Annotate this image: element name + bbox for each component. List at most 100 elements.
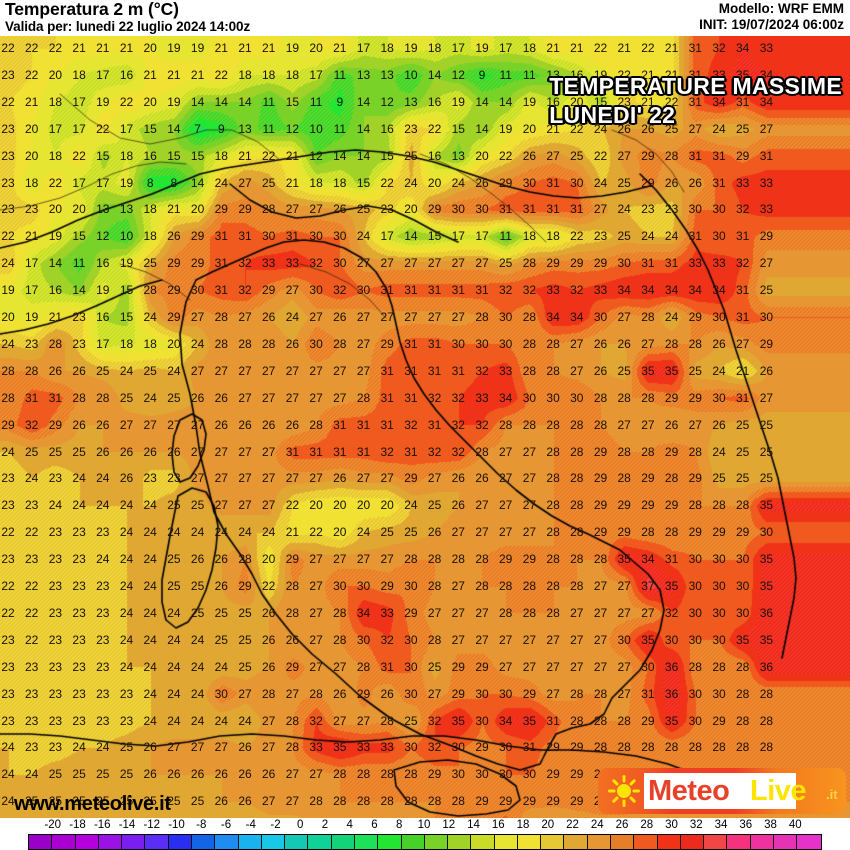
grid-value: 30 bbox=[451, 336, 465, 351]
grid-value: 17 bbox=[451, 41, 465, 55]
grid-value: 25 bbox=[96, 363, 110, 378]
grid-value: 20 bbox=[404, 202, 418, 217]
grid-value: 31 bbox=[380, 363, 394, 378]
grid-value: 22 bbox=[570, 121, 584, 136]
grid-value: 19 bbox=[119, 175, 134, 190]
header-bar: Temperatura 2 m (°C) Valida per: lunedi … bbox=[0, 0, 850, 36]
grid-value: 22 bbox=[72, 148, 86, 163]
grid-value: 23 bbox=[593, 229, 608, 244]
grid-value: 24 bbox=[72, 740, 86, 755]
grid-value: 23 bbox=[167, 471, 181, 486]
grid-value: 31 bbox=[664, 256, 679, 271]
grid-value: 22 bbox=[309, 525, 323, 540]
grid-value: 29 bbox=[356, 686, 371, 701]
grid-value: 27 bbox=[451, 632, 465, 647]
grid-value: 31 bbox=[427, 336, 442, 351]
grid-value: 27 bbox=[427, 605, 442, 620]
grid-value: 25 bbox=[190, 794, 205, 809]
grid-value: 16 bbox=[119, 67, 134, 82]
grid-value: 24 bbox=[356, 229, 371, 244]
grid-value: 25 bbox=[167, 390, 181, 405]
grid-value: 23 bbox=[96, 579, 110, 593]
grid-value: 30 bbox=[451, 767, 465, 782]
grid-value: 12 bbox=[96, 229, 110, 244]
site-url-watermark[interactable]: www.meteolive.it bbox=[14, 793, 171, 815]
grid-value: 28 bbox=[546, 363, 560, 378]
grid-value: 26 bbox=[333, 471, 347, 486]
temperature-map[interactable]: 22 22 22 21 21 21 20 19 19 21 21 21 19 20 21 17 18 19 18 17… bbox=[0, 34, 850, 818]
grid-value: 31 bbox=[451, 283, 465, 298]
grid-value: 34 bbox=[688, 283, 702, 298]
grid-value: 26 bbox=[688, 175, 702, 190]
grid-value: 27 bbox=[617, 310, 631, 324]
valid-time-label: Valida per: lunedi 22 luglio 2024 14:00z bbox=[5, 19, 251, 34]
grid-value: 26 bbox=[593, 336, 608, 351]
grid-value: 28 bbox=[570, 444, 584, 459]
grid-value: 17 bbox=[25, 256, 39, 271]
grid-value-labels: 22 22 22 21 21 21 20 19 19 21 21 21 19 20 21 17 18 19 18 17… bbox=[0, 34, 850, 818]
grid-value: 28 bbox=[712, 659, 726, 674]
grid-value: 23 bbox=[25, 552, 39, 567]
grid-value: 29 bbox=[641, 713, 655, 728]
grid-value: 29 bbox=[167, 256, 181, 271]
colorbar-tick: 26 bbox=[615, 819, 629, 831]
grid-value: 27 bbox=[451, 310, 465, 324]
grid-value: 28 bbox=[617, 390, 631, 405]
grid-value: 28 bbox=[759, 740, 774, 755]
grid-value: 28 bbox=[427, 794, 442, 809]
grid-value: 27 bbox=[143, 417, 157, 432]
grid-value: 30 bbox=[570, 175, 584, 190]
grid-value: 31 bbox=[285, 229, 300, 244]
grid-value: 24 bbox=[167, 632, 181, 647]
grid-value: 32 bbox=[499, 283, 513, 298]
grid-value: 21 bbox=[664, 41, 679, 55]
grid-value: 32 bbox=[238, 283, 252, 298]
grid-value: 22 bbox=[664, 94, 679, 109]
grid-value: 28 bbox=[593, 417, 608, 432]
grid-value: 28 bbox=[593, 686, 608, 701]
grid-value: 26 bbox=[238, 740, 252, 755]
grid-value: 28 bbox=[451, 552, 465, 567]
colorbar-segment bbox=[424, 835, 449, 849]
grid-value: 28 bbox=[546, 605, 560, 620]
grid-value: 22 bbox=[48, 41, 63, 55]
grid-value: 27 bbox=[356, 256, 371, 271]
grid-value: 23 bbox=[48, 525, 63, 540]
grid-value: 24 bbox=[143, 605, 157, 620]
grid-value: 18 bbox=[143, 336, 157, 351]
grid-value: 27 bbox=[593, 605, 608, 620]
meteolive-logo[interactable]: Meteo Live .it bbox=[598, 768, 846, 814]
grid-value: 27 bbox=[475, 605, 489, 620]
grid-value: 31 bbox=[499, 202, 513, 217]
grid-value: 30 bbox=[333, 579, 347, 593]
grid-value: 32 bbox=[522, 283, 537, 298]
colorbar-segment bbox=[541, 835, 565, 849]
grid-value: 30 bbox=[190, 283, 205, 298]
colorbar-segment bbox=[98, 835, 123, 849]
colorbar-tick: 22 bbox=[566, 819, 579, 831]
grid-value: 21 bbox=[546, 121, 560, 136]
grid-value: 24 bbox=[25, 471, 39, 486]
grid-value: 35 bbox=[664, 713, 679, 728]
grid-value: 26 bbox=[143, 444, 157, 459]
grid-value: 27 bbox=[238, 444, 252, 459]
grid-value: 20 bbox=[190, 202, 205, 217]
grid-value: 31 bbox=[641, 256, 655, 271]
grid-value: 27 bbox=[214, 363, 228, 378]
grid-value: 31 bbox=[427, 417, 442, 432]
colorbar-tick: 38 bbox=[764, 819, 777, 831]
grid-value: 26 bbox=[262, 605, 276, 620]
grid-value: 25 bbox=[119, 390, 134, 405]
grid-value: 28 bbox=[499, 417, 513, 432]
grid-value: 24 bbox=[190, 713, 205, 728]
grid-value: 29 bbox=[759, 229, 774, 244]
grid-value: 28 bbox=[522, 417, 537, 432]
grid-value: 17 bbox=[119, 121, 134, 136]
grid-value: 27 bbox=[309, 632, 323, 647]
grid-value: 15 bbox=[190, 148, 205, 163]
sun-icon bbox=[608, 775, 640, 807]
grid-value: 23 bbox=[48, 740, 63, 755]
grid-value: 14 bbox=[333, 148, 347, 163]
grid-value: 16 bbox=[427, 94, 442, 109]
grid-value: 25 bbox=[72, 767, 86, 782]
